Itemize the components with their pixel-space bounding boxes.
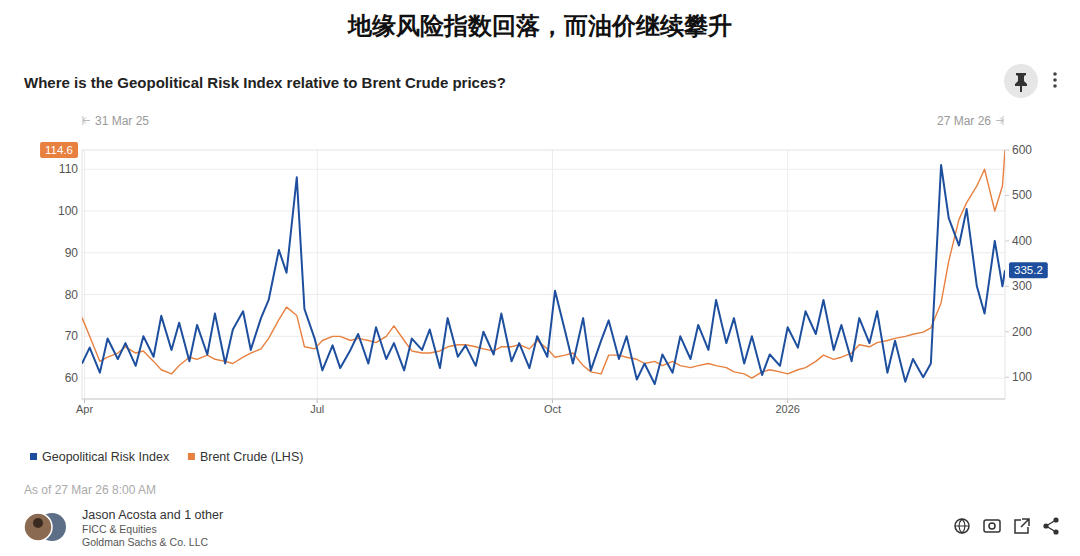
legend-label: Geopolitical Risk Index: [42, 450, 170, 464]
export-button[interactable]: [1015, 519, 1029, 533]
grid-line-y: [82, 210, 1005, 211]
chart-root: 地缘风险指数回落，而油价继续攀升 Where is the Geopolitica…: [0, 0, 1080, 556]
y-tick-label: 70: [65, 329, 79, 343]
footnote: As of 27 Mar 26 8:00 AM: [24, 483, 156, 497]
y2-tick: [1005, 195, 1009, 196]
camera-lens: [989, 523, 995, 529]
y2-tick: [1005, 286, 1009, 287]
share-dot: [1053, 517, 1058, 522]
menu-dot: [1053, 78, 1057, 82]
grid-line-x: [84, 150, 85, 399]
avatar: [24, 513, 52, 541]
menu-button[interactable]: [1053, 72, 1057, 88]
range-start-label: 31 Mar 25: [95, 114, 149, 128]
pin-bg: [1004, 64, 1038, 98]
share-dot: [1053, 529, 1058, 534]
share-button[interactable]: [1043, 517, 1058, 534]
last-value-box: [40, 142, 78, 158]
y-tick-label: 90: [65, 246, 79, 260]
range-end-marker: [996, 116, 1003, 125]
camera-icon: [984, 520, 1000, 532]
menu-dot: [1053, 84, 1057, 88]
y2-tick-label: 600: [1012, 143, 1032, 157]
grid-line-x: [552, 150, 553, 399]
x-tick-label: Jul: [310, 403, 324, 415]
headline: 地缘风险指数回落，而油价继续攀升: [347, 12, 732, 39]
y-tick-label: 60: [65, 371, 79, 385]
last-value-label: 335.2: [1014, 264, 1043, 276]
x-axis-line: [82, 399, 1005, 400]
share-dot: [1043, 523, 1048, 528]
legend-label: Brent Crude (LHS): [200, 450, 304, 464]
range-end-label: 27 Mar 26: [937, 114, 991, 128]
author-firm: Goldman Sachs & Co. LLC: [82, 536, 208, 548]
camera-button[interactable]: [984, 520, 1000, 532]
y2-tick-label: 200: [1012, 325, 1032, 339]
series-line: [82, 165, 1005, 384]
x-tick-label: 2026: [775, 403, 799, 415]
export-icon: [1015, 519, 1029, 533]
pin-glyph: [1015, 73, 1027, 92]
chart-title: Where is the Geopolitical Risk Index rel…: [24, 74, 506, 91]
y2-tick: [1005, 150, 1009, 151]
globe-icon: [955, 519, 969, 533]
legend-item: Geopolitical Risk Index: [30, 450, 170, 464]
legend-swatch: [188, 453, 195, 460]
y2-tick: [1005, 377, 1009, 378]
y2-tick-label: 400: [1012, 234, 1032, 248]
globe-lines: [955, 519, 969, 533]
y2-tick-label: 100: [1012, 370, 1032, 384]
y2-tick-label: 500: [1012, 188, 1032, 202]
y2-tick: [1005, 331, 1009, 332]
range-start-marker: [83, 116, 90, 125]
x-tick-label: Oct: [544, 403, 561, 415]
author-names: Jason Acosta and 1 other: [82, 508, 223, 522]
data-group: [82, 150, 1005, 384]
last-value-label: 114.6: [45, 144, 73, 156]
pin-button[interactable]: [1004, 64, 1038, 98]
legend-swatch: [30, 453, 37, 460]
grid-line-y: [82, 378, 1005, 379]
author-team: FICC & Equities: [82, 523, 157, 535]
last-value-badge: 114.6: [40, 142, 78, 158]
grid-line-x: [787, 150, 788, 399]
y-tick-label: 80: [65, 288, 79, 302]
y-tick-label: 100: [58, 204, 78, 218]
grid-line-y: [82, 252, 1005, 253]
avatar-head: [33, 518, 43, 528]
last-value-badge: 335.2: [1009, 262, 1048, 278]
x-tick-label: Apr: [76, 403, 93, 415]
grid-line-y: [82, 294, 1005, 295]
y-tick-label: 110: [59, 162, 78, 176]
y2-tick: [1005, 240, 1009, 241]
globe-button[interactable]: [955, 519, 969, 533]
legend-item: Brent Crude (LHS): [188, 450, 304, 464]
last-value-box: [1009, 262, 1048, 278]
y2-tick-label: 300: [1012, 279, 1032, 293]
grid-line-x: [317, 150, 318, 399]
grid: [82, 150, 1005, 399]
menu-dot: [1053, 72, 1057, 76]
plot-frame: [82, 150, 1005, 399]
grid-line-y: [82, 169, 1005, 170]
